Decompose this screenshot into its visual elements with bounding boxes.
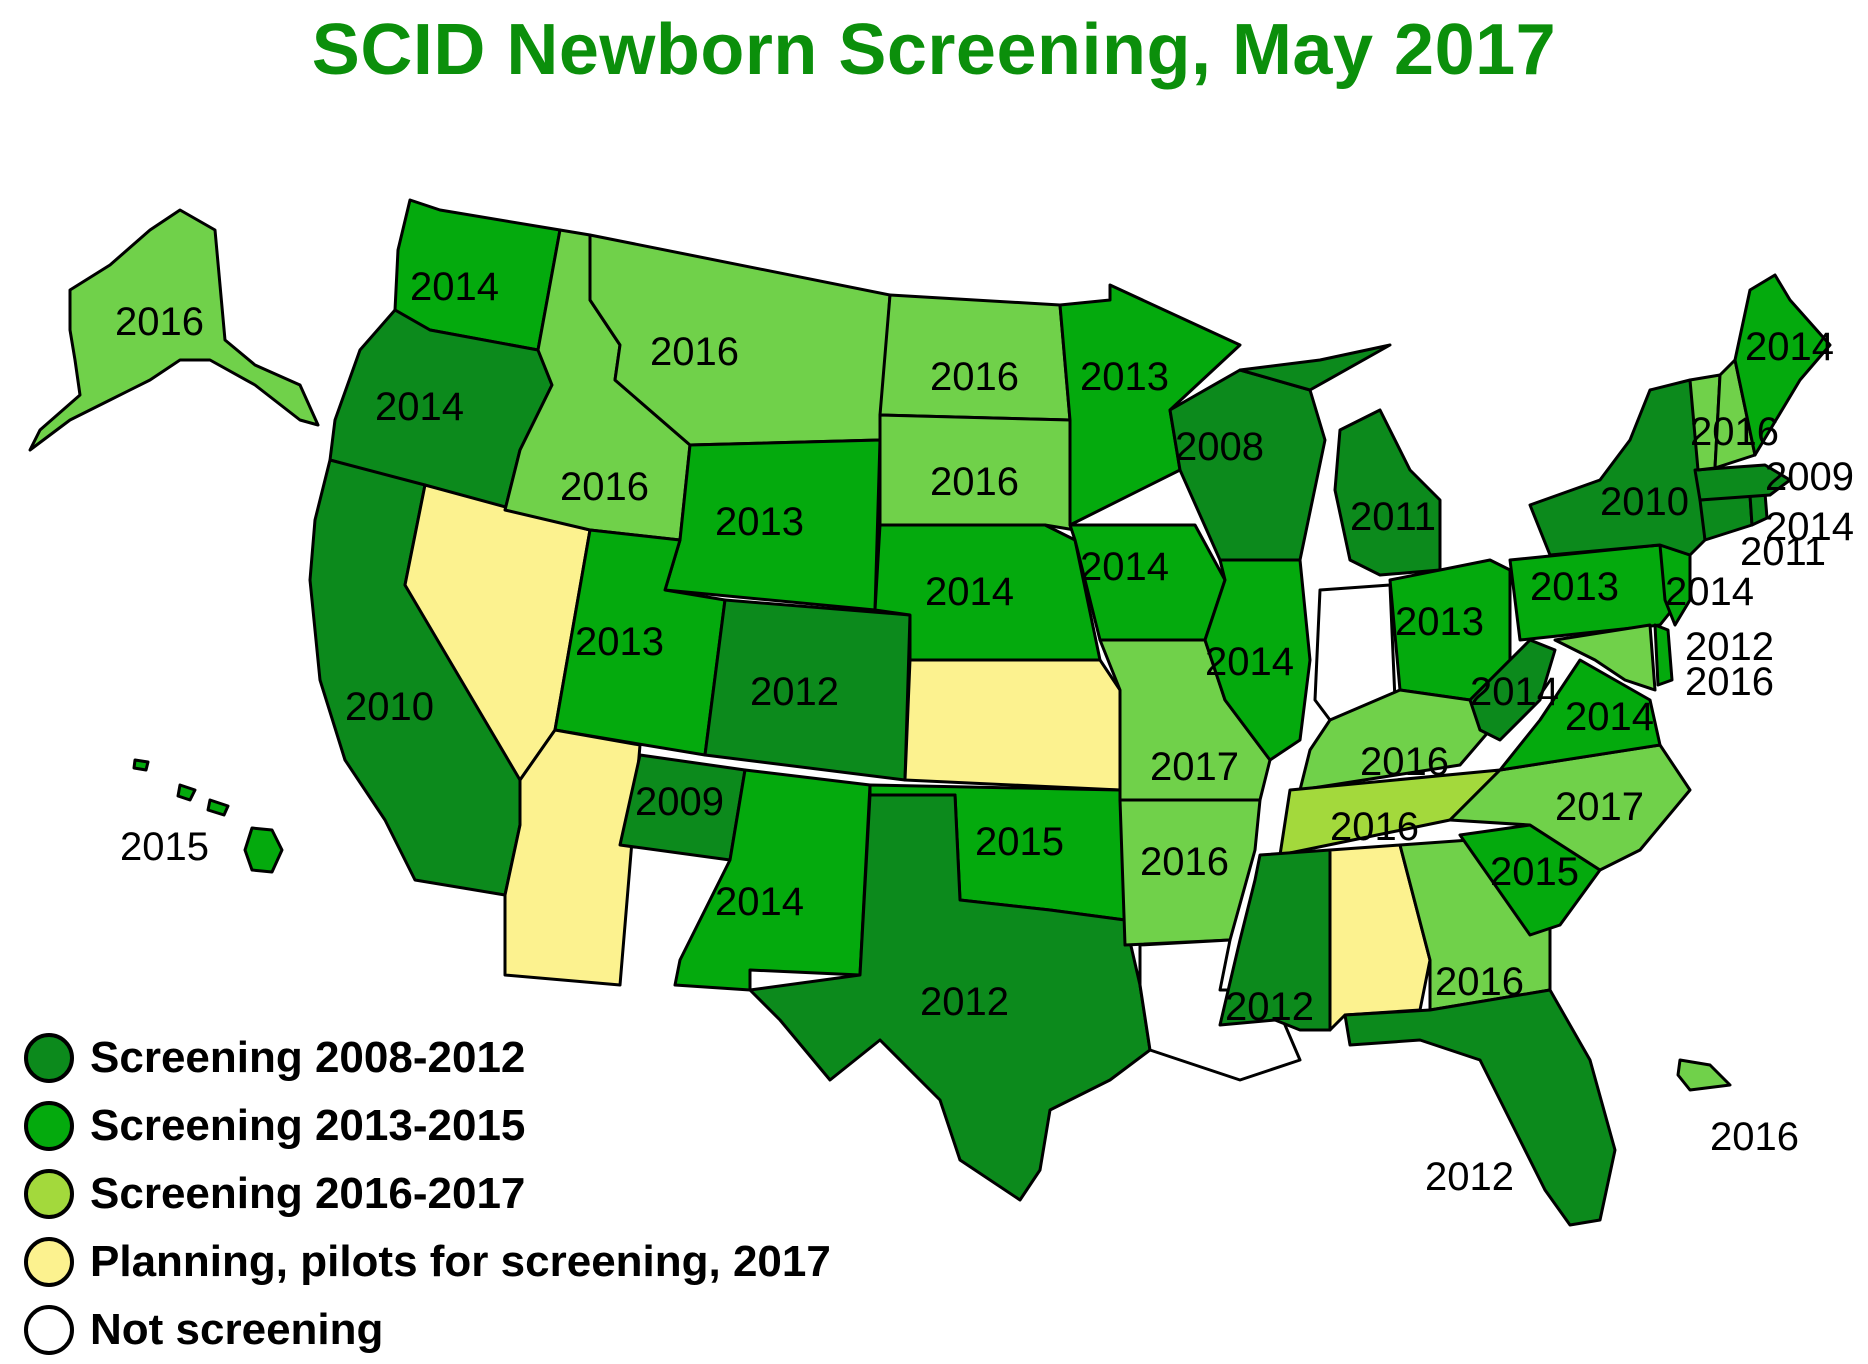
state-wyoming[interactable] (663, 438, 882, 612)
label-nj: 2014 (1665, 570, 1754, 614)
state-delaware[interactable] (1653, 623, 1674, 687)
label-ms: 2012 (1225, 985, 1314, 1029)
label-tx: 2012 (920, 980, 1009, 1024)
label-id: 2016 (560, 465, 649, 509)
label-ut: 2013 (575, 620, 664, 664)
label-ga: 2016 (1435, 960, 1524, 1004)
state-maine[interactable] (1733, 273, 1832, 457)
label-il: 2014 (1205, 640, 1294, 684)
legend-label: Screening 2008-2012 (90, 1033, 526, 1082)
legend-item-2008-2012: Screening 2008-2012 (24, 1024, 831, 1092)
legend-item-2016-2017: Screening 2016-2017 (24, 1160, 831, 1228)
legend-item-2013-2015: Screening 2013-2015 (24, 1092, 831, 1160)
state-maryland[interactable] (1553, 623, 1657, 692)
legend-label: Screening 2013-2015 (90, 1101, 526, 1150)
state-massachusetts[interactable] (1693, 463, 1792, 502)
state-kansas[interactable] (903, 658, 1122, 792)
legend-swatch (24, 1237, 74, 1287)
label-wv: 2014 (1470, 670, 1559, 714)
state-texas[interactable] (748, 793, 1152, 1202)
state-florida[interactable] (1343, 988, 1617, 1227)
label-ky: 2016 (1360, 740, 1449, 784)
label-wi: 2008 (1175, 425, 1264, 469)
legend-swatch (24, 1033, 74, 1083)
label-ri: 2014 (1765, 505, 1854, 549)
state-new-york[interactable] (1528, 378, 1707, 557)
label-sc: 2015 (1490, 850, 1579, 894)
label-pr: 2016 (1710, 1115, 1799, 1159)
label-wa: 2014 (410, 265, 499, 309)
state-kentucky[interactable] (1298, 688, 1492, 792)
state-west-virginia[interactable] (1468, 638, 1557, 742)
legend-swatch (24, 1101, 74, 1151)
label-fl: 2012 (1425, 1155, 1514, 1199)
label-hi: 2015 (120, 825, 209, 869)
label-co: 2012 (750, 670, 839, 714)
label-ia: 2014 (1080, 545, 1169, 589)
label-tn: 2016 (1330, 805, 1419, 849)
label-sd: 2016 (930, 460, 1019, 504)
label-mo: 2017 (1150, 745, 1239, 789)
legend-label: Not screening (90, 1305, 384, 1354)
state-south-carolina[interactable] (1458, 823, 1602, 937)
label-wy: 2013 (715, 500, 804, 544)
legend: Screening 2008-2012 Screening 2013-2015 … (24, 1024, 831, 1364)
label-md: 2016 (1685, 660, 1774, 704)
state-arkansas[interactable] (1118, 798, 1262, 947)
legend-swatch (24, 1169, 74, 1219)
label-nm: 2014 (715, 880, 804, 924)
label-or: 2014 (375, 385, 464, 429)
label-navajo: 2009 (635, 780, 724, 824)
label-me: 2014 (1745, 325, 1834, 369)
label-mn: 2013 (1080, 355, 1169, 399)
label-ok: 2015 (975, 820, 1064, 864)
label-oh: 2013 (1395, 600, 1484, 644)
state-alaska[interactable] (28, 208, 320, 452)
legend-item-planning: Planning, pilots for screening, 2017 (24, 1228, 831, 1296)
label-de: 2012 (1685, 625, 1774, 669)
territory-puerto-rico[interactable] (1676, 1058, 1732, 1092)
label-nd: 2016 (930, 355, 1019, 399)
state-south-dakota[interactable] (878, 413, 1077, 532)
legend-label: Screening 2016-2017 (90, 1169, 526, 1218)
legend-swatch (24, 1305, 74, 1355)
map-title: SCID Newborn Screening, May 2017 (311, 10, 1557, 90)
legend-item-not-screening: Not screening (24, 1296, 831, 1364)
state-illinois[interactable] (1203, 558, 1312, 762)
state-louisiana[interactable] (1138, 938, 1302, 1082)
state-hawaii[interactable] (132, 758, 284, 874)
label-ne: 2014 (925, 570, 1014, 614)
label-pa: 2013 (1530, 565, 1619, 609)
label-mi: 2011 (1350, 495, 1436, 539)
state-virginia[interactable] (1498, 658, 1662, 772)
label-ak: 2016 (115, 300, 204, 344)
label-ca: 2010 (345, 685, 434, 729)
legend-label: Planning, pilots for screening, 2017 (90, 1237, 831, 1286)
label-mt: 2016 (650, 330, 739, 374)
label-nc: 2017 (1555, 785, 1644, 829)
label-ct: 2011 (1740, 530, 1826, 574)
label-va: 2014 (1565, 695, 1654, 739)
label-ny: 2010 (1600, 480, 1689, 524)
label-vt: 2016 (1690, 410, 1779, 454)
label-ar: 2016 (1140, 840, 1229, 884)
label-ma: 2009 (1765, 455, 1854, 499)
